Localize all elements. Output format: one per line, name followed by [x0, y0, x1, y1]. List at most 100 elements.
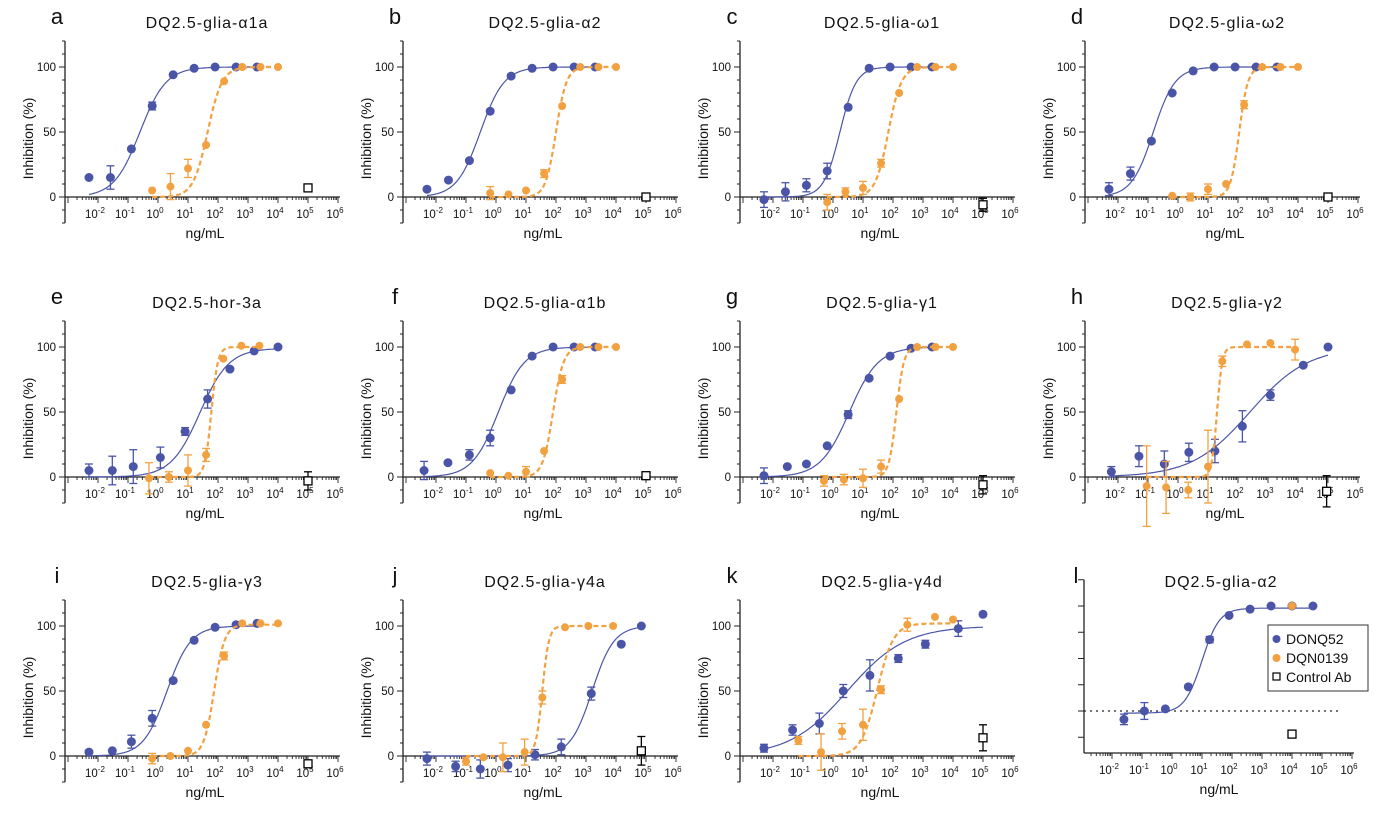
- x-tick-base: 10: [881, 489, 894, 501]
- series-donq52: [84, 342, 283, 486]
- x-tick-label: 10-1: [115, 206, 135, 221]
- y-tick-label: 0: [388, 192, 394, 204]
- y-axis-label: Inhibition (%): [1040, 378, 1056, 460]
- x-tick-label: 104: [604, 765, 622, 780]
- x-tick-label: 101: [514, 206, 532, 221]
- x-tick-label: 101: [176, 486, 194, 501]
- x-tick-exponent: 1: [189, 765, 194, 774]
- data-point: [168, 676, 178, 686]
- x-tick-exponent: 5: [1323, 762, 1328, 771]
- series-dqn0139: [794, 612, 957, 771]
- data-point: [274, 63, 282, 71]
- x-tick-base: 10: [881, 209, 894, 221]
- data-point: [485, 106, 495, 116]
- x-tick-exponent: 5: [647, 486, 652, 495]
- y-tick-label: 100: [712, 62, 731, 74]
- panel-title: DQ2.5-glia-α2: [489, 15, 602, 32]
- data-point: [895, 89, 904, 97]
- y-tick-label: 0: [1070, 472, 1076, 484]
- data-point: [1125, 169, 1135, 179]
- x-tick-exponent: 0: [1179, 206, 1184, 215]
- x-tick-exponent: 1: [1209, 486, 1214, 495]
- x-tick-exponent: -2: [1118, 486, 1126, 495]
- x-tick-base: 10: [1250, 765, 1263, 777]
- data-point: [906, 62, 916, 72]
- x-tick-label: 10-2: [423, 486, 443, 501]
- data-point: [930, 612, 939, 621]
- x-tick-exponent: -1: [466, 765, 474, 774]
- data-point: [794, 736, 803, 745]
- panel-letter: d: [1071, 4, 1083, 29]
- x-tick-label: 105: [296, 486, 314, 501]
- legend-marker: [1272, 654, 1281, 662]
- x-tick-label: 104: [1280, 762, 1298, 777]
- x-tick-exponent: 1: [189, 486, 194, 495]
- data-point: [189, 63, 199, 73]
- data-point: [877, 159, 886, 168]
- data-point: [84, 466, 94, 475]
- x-tick-base: 10: [911, 489, 924, 501]
- x-tick-exponent: 1: [527, 486, 532, 495]
- x-tick-base: 10: [790, 768, 803, 780]
- x-tick-base: 10: [453, 209, 466, 221]
- x-tick-base: 10: [514, 209, 527, 221]
- series-donq52: [419, 342, 600, 481]
- data-point: [913, 343, 922, 351]
- x-tick-exponent: 4: [279, 486, 284, 495]
- y-tick-label: 100: [375, 342, 394, 354]
- data-point: [616, 639, 626, 649]
- y-tick-label: 100: [712, 621, 731, 633]
- fit-curve: [1111, 354, 1329, 477]
- x-axis-label: ng/mL: [524, 225, 563, 241]
- panel-title: DQ2.5-hor-3a: [152, 295, 262, 312]
- x-tick-label: 103: [236, 206, 254, 221]
- x-tick-exponent: 5: [984, 486, 989, 495]
- x-tick-base: 10: [176, 489, 189, 501]
- x-tick-label: 105: [1310, 762, 1328, 777]
- x-tick-base: 10: [851, 768, 864, 780]
- panel-title: DQ2.5-glia-γ3: [151, 574, 263, 591]
- x-tick-label: 10-2: [85, 765, 105, 780]
- data-point: [1237, 421, 1247, 431]
- x-tick-exponent: 0: [834, 206, 839, 215]
- x-tick-label: 101: [851, 765, 869, 780]
- y-axis-label: Inhibition (%): [695, 378, 711, 460]
- data-point: [978, 733, 988, 743]
- x-tick-exponent: -2: [98, 765, 106, 774]
- x-tick-label: 105: [634, 765, 652, 780]
- x-tick-label: 105: [634, 486, 652, 501]
- x-tick-exponent: 2: [557, 486, 562, 495]
- x-tick-base: 10: [484, 209, 497, 221]
- x-tick-base: 10: [851, 489, 864, 501]
- x-tick-base: 10: [1160, 765, 1173, 777]
- y-tick-label: 50: [43, 127, 56, 139]
- x-tick-label: 10-1: [115, 486, 135, 501]
- x-tick-base: 10: [1280, 765, 1293, 777]
- x-tick-label: 10-1: [790, 206, 810, 221]
- data-point: [1204, 185, 1212, 194]
- y-tick-label: 50: [718, 127, 731, 139]
- series-dqn0139: [486, 343, 620, 480]
- panel-letter: k: [727, 563, 739, 588]
- data-point: [839, 475, 848, 484]
- x-tick-exponent: 1: [864, 765, 869, 774]
- data-point: [843, 102, 853, 112]
- data-point: [538, 693, 547, 702]
- fit-curve: [824, 345, 953, 479]
- data-point: [859, 183, 867, 192]
- data-point: [1288, 602, 1296, 610]
- x-tick-exponent: 6: [677, 206, 682, 215]
- panel-letter: b: [389, 4, 401, 29]
- x-tick-label: 101: [514, 486, 532, 501]
- x-tick-label: 103: [911, 765, 929, 780]
- series-donq52: [84, 618, 262, 757]
- series-control-ab: [303, 471, 313, 491]
- x-axis-label: ng/mL: [186, 505, 225, 521]
- x-tick-exponent: 4: [1299, 486, 1304, 495]
- panel-letter: a: [51, 4, 64, 29]
- data-point: [953, 624, 963, 634]
- data-point: [105, 173, 115, 182]
- x-tick-exponent: 3: [924, 765, 929, 774]
